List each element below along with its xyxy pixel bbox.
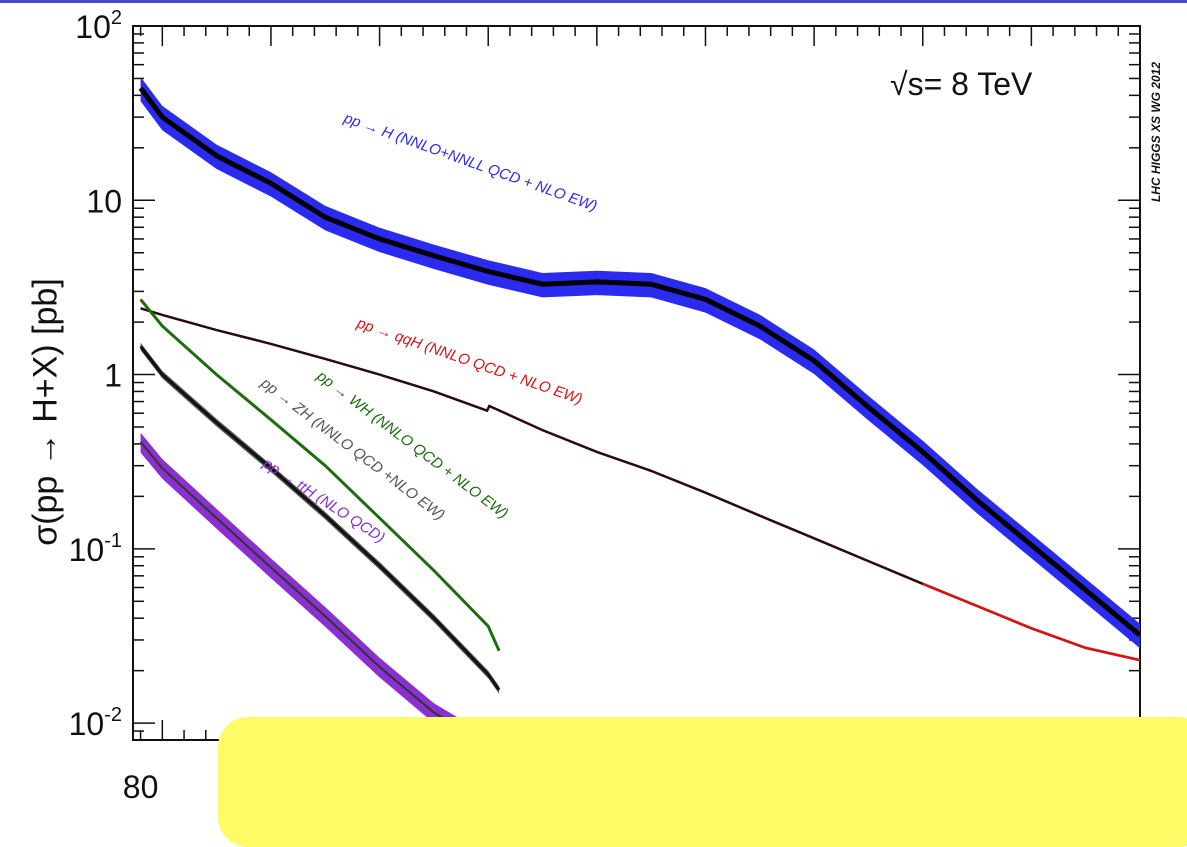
y-tick-label: 10-2 bbox=[69, 704, 122, 742]
y-tick-label: 1 bbox=[104, 358, 122, 394]
y-tick-label: 10-1 bbox=[69, 530, 122, 568]
watermark-label: LHC HIGGS XS WG 2012 bbox=[1149, 62, 1163, 202]
y-axis-label: σ(pp → H+X) [pb] bbox=[27, 278, 66, 546]
y-tick-label: 10 bbox=[86, 183, 122, 219]
x-tick-label: 80 bbox=[123, 769, 159, 805]
plot-frame bbox=[133, 26, 1140, 740]
y-tick-label: 102 bbox=[75, 7, 122, 45]
series-line-ggH bbox=[141, 88, 1140, 635]
band-ttH bbox=[141, 433, 489, 756]
annotation-ggH: pp → H (NNLO+NNLL QCD + NLO EW) bbox=[341, 109, 600, 215]
yellow-overlay-box bbox=[218, 717, 1187, 847]
energy-label: √s= 8 TeV bbox=[890, 66, 1032, 103]
band-ggH bbox=[141, 77, 1140, 648]
annotation-qqH: pp → qqH (NNLO QCD + NLO EW) bbox=[354, 314, 585, 408]
cross-section-chart: 10-2 10-1 1 10 102 80 pp → H (NNLO+NNLL QCD + … bbox=[0, 0, 1187, 814]
series-line-ZH bbox=[141, 346, 500, 690]
series-tail-qqH bbox=[923, 584, 1140, 660]
